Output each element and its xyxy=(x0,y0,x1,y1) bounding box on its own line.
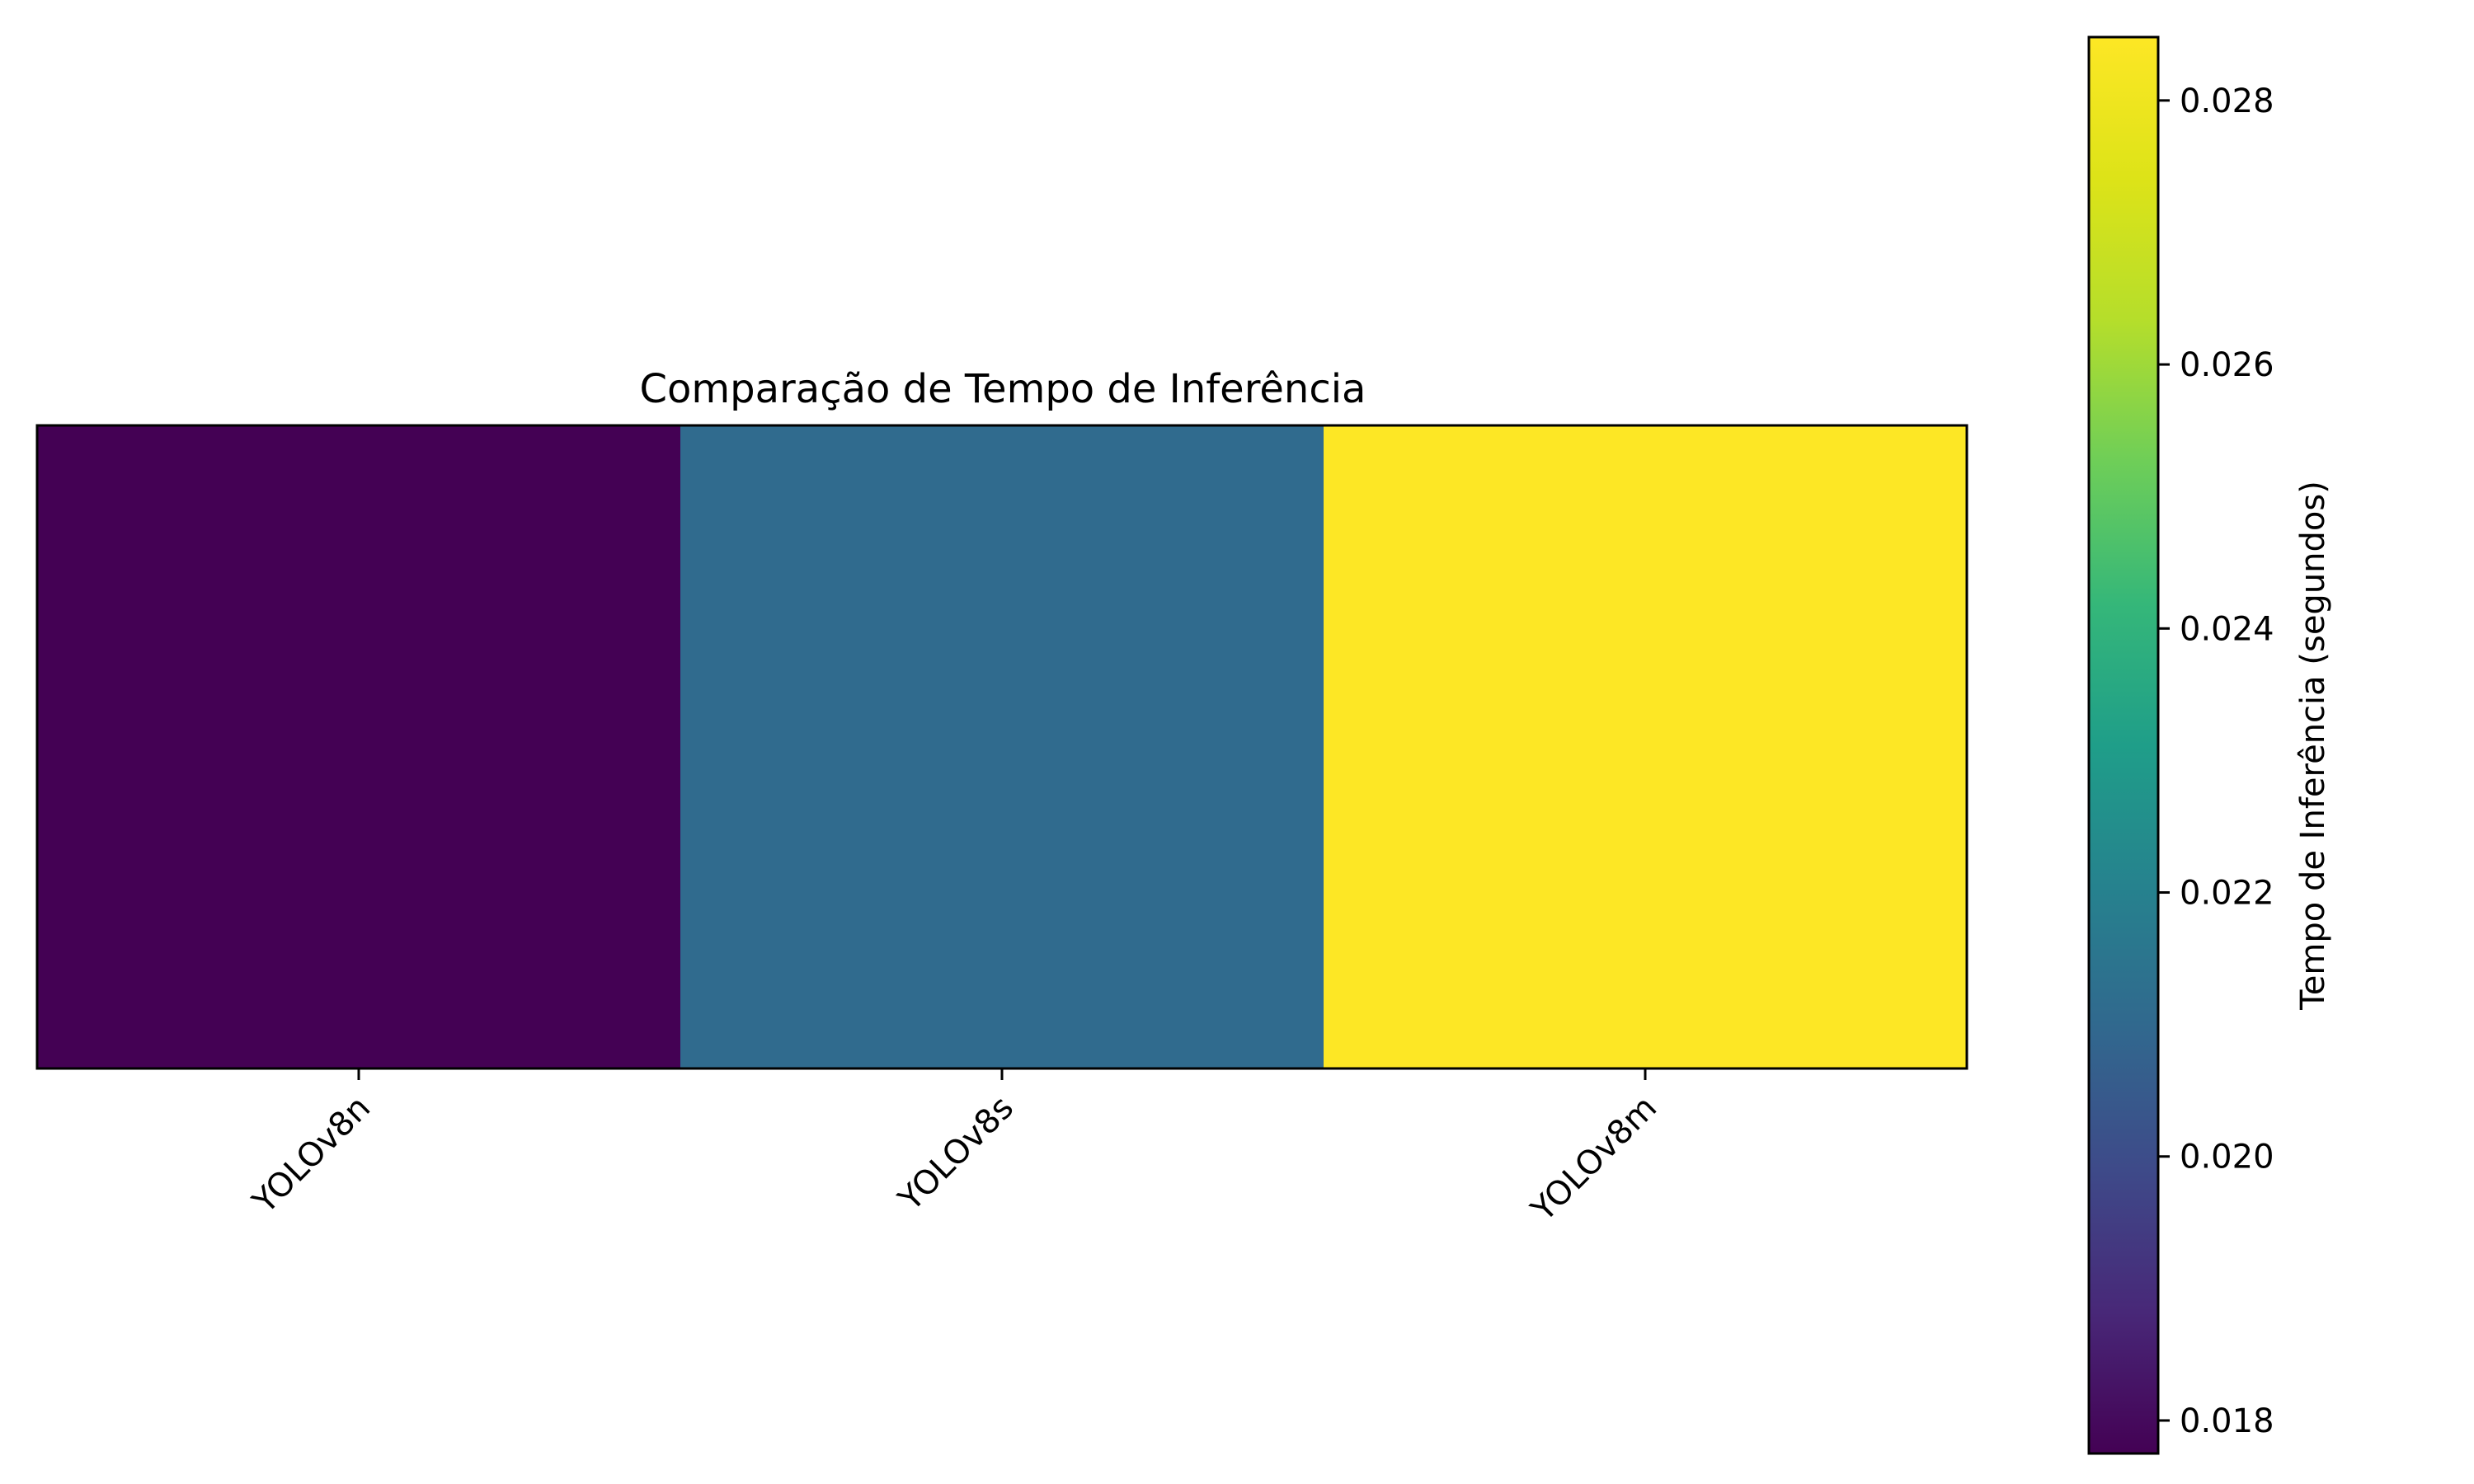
x-tick-label: YOLOv8n xyxy=(245,1089,378,1222)
chart-title: Comparação de Tempo de Inferência xyxy=(640,366,1366,412)
heatmap-cell-yolov8s xyxy=(680,425,1324,1068)
colorbar-tick-label: 0.018 xyxy=(2180,1402,2274,1440)
colorbar-tick-label: 0.026 xyxy=(2180,346,2274,384)
heatmap-cell-yolov8n xyxy=(37,425,681,1068)
colorbar-tick-label: 0.028 xyxy=(2180,82,2274,120)
colorbar-tick-label: 0.022 xyxy=(2180,875,2274,913)
colorbar-label: Tempo de Inferência (segundos) xyxy=(2294,481,2332,1011)
colorbar-tick-label: 0.024 xyxy=(2180,610,2274,648)
x-tick-label: YOLOv8s xyxy=(891,1089,1021,1219)
x-axis-ticks: YOLOv8n YOLOv8s YOLOv8m xyxy=(245,1068,1664,1229)
heatmap-cells xyxy=(37,425,1968,1068)
colorbar-ticks: 0.018 0.020 0.022 0.024 0.026 0.028 xyxy=(2158,82,2274,1440)
colorbar xyxy=(2087,35,2160,1455)
x-tick-label: YOLOv8m xyxy=(1524,1089,1665,1230)
heatmap-cell-yolov8m xyxy=(1324,425,1968,1068)
colorbar-tick-label: 0.020 xyxy=(2180,1139,2274,1176)
